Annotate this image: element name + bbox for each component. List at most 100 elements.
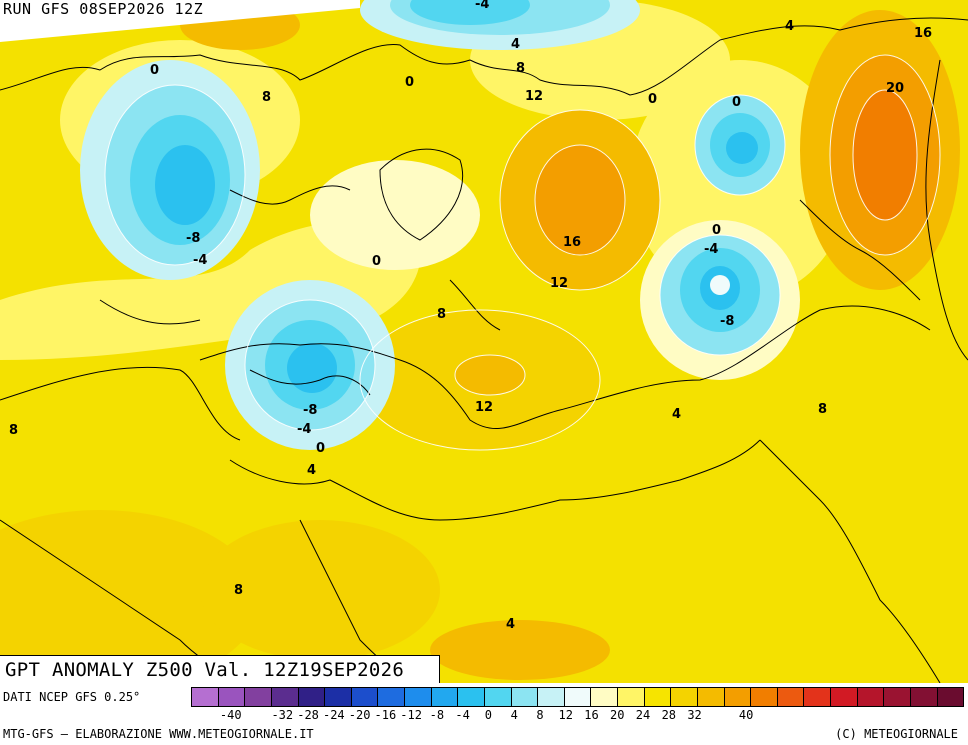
anomaly-map: -4 4 16 0 8 4 8 0 12 0 0 20 -8 -4 0 16 0…	[0, 0, 968, 683]
legend-swatch	[192, 688, 219, 706]
contour-label: 0	[712, 223, 721, 238]
positive-anomaly-middle-east	[0, 510, 260, 683]
legend-tick-label: -12	[400, 708, 422, 722]
legend-swatch	[831, 688, 858, 706]
positive-anomaly-siberia-core	[535, 145, 625, 255]
contour-label: -4	[297, 422, 311, 437]
legend-tick-label: 24	[635, 708, 651, 722]
contour-label: 8	[9, 423, 18, 438]
color-legend	[191, 687, 964, 707]
legend-tick-label: 16	[584, 708, 599, 722]
negative-anomaly-scandinavia-core	[155, 145, 215, 225]
legend-swatch	[724, 688, 752, 706]
legend-swatch	[218, 688, 246, 706]
negative-anomaly-baikal-center	[710, 275, 730, 295]
map-canvas: -4 4 16 0 8 4 8 0 12 0 0 20 -8 -4 0 16 0…	[0, 0, 968, 683]
contour-label: 4	[307, 463, 316, 478]
legend-swatch	[777, 688, 805, 706]
legend-swatch	[591, 688, 618, 706]
legend-tick-labels: -40 -32 -28 -24 -20 -16 -12 -8 -4 0 4 8 12 16 20 24 28 32…	[191, 708, 964, 722]
legend-tick-label: -20	[348, 708, 371, 722]
legend-swatch	[804, 688, 831, 706]
contour-label: -4	[475, 0, 489, 12]
legend-swatch	[751, 688, 778, 706]
contour-label: 0	[316, 441, 325, 456]
isolines	[104, 54, 941, 451]
contour-label: 16	[563, 235, 581, 250]
legend-tick-label: -28	[297, 708, 319, 722]
contour-label: 4	[511, 37, 520, 52]
legend-swatch	[564, 688, 592, 706]
legend-tick-label: 32	[687, 708, 702, 722]
contour-label: 12	[525, 89, 543, 104]
contour-label: 4	[672, 407, 681, 422]
legend-tick-label: -16	[374, 708, 397, 722]
legend-swatch	[298, 688, 326, 706]
legend-tick-label: -8	[429, 708, 445, 722]
contour-label: 8	[262, 90, 271, 105]
contour-label: 0	[648, 92, 657, 107]
footer-credit: MTG-GFS — ELABORAZIONE WWW.METEOGIORNALE…	[3, 727, 314, 741]
legend-swatch	[325, 688, 352, 706]
legend-tick-label: 20	[610, 708, 625, 722]
contour-label: -8	[720, 314, 734, 329]
legend-tick-label: 4	[510, 708, 518, 722]
legend-swatch	[271, 688, 299, 706]
legend-swatch	[910, 688, 938, 706]
legend-swatch	[405, 688, 432, 706]
positive-anomaly-far-east-core	[853, 90, 917, 220]
contour-label: 8	[234, 583, 243, 598]
negative-anomaly-okhotsk-core	[726, 132, 758, 164]
legend-swatch	[378, 688, 405, 706]
legend-swatch	[431, 688, 459, 706]
map-title: GPT ANOMALY Z500 Val. 12Z19SEP2026	[5, 659, 405, 681]
data-source: DATI NCEP GFS 0.25°	[3, 690, 141, 704]
contour-label: -8	[303, 403, 317, 418]
contour-label: 8	[516, 61, 525, 76]
contour-label: 16	[914, 26, 932, 41]
legend-swatch	[484, 688, 512, 706]
contour-label: 0	[405, 75, 414, 90]
legend-tick-label: -24	[322, 708, 345, 722]
contour-label: 4	[785, 19, 794, 34]
contour-label: -8	[186, 231, 200, 246]
legend-swatch	[937, 688, 964, 706]
legend-tick-label: -40	[219, 708, 242, 722]
legend-tick-label: 8	[536, 708, 544, 722]
legend-swatch	[618, 688, 645, 706]
legend-swatch	[697, 688, 725, 706]
positive-anomaly-india	[430, 620, 610, 680]
legend-swatch	[511, 688, 539, 706]
legend-swatch	[857, 688, 885, 706]
negative-anomaly-caspian-core	[287, 343, 337, 393]
positive-anomaly-iran	[200, 520, 440, 660]
run-label-background	[0, 0, 360, 42]
legend-tick-label: 12	[558, 708, 573, 722]
legend-swatch	[671, 688, 698, 706]
contour-label: 0	[732, 95, 741, 110]
contour-label: 12	[550, 276, 568, 291]
contour-label: 12	[475, 400, 493, 415]
legend-swatch	[538, 688, 565, 706]
contour-label: 0	[372, 254, 381, 269]
contour-label: -4	[704, 242, 718, 257]
legend-swatch	[884, 688, 911, 706]
pale-zone-north	[310, 160, 480, 270]
contour-labels: -4 4 16 0 8 4 8 0 12 0 0 20 -8 -4 0 16 0…	[9, 0, 932, 632]
contour-label: 8	[818, 402, 827, 417]
positive-anomaly-central-asia-core	[455, 355, 525, 395]
contour-label: 4	[506, 617, 515, 632]
title-box: GPT ANOMALY Z500 Val. 12Z19SEP2026	[0, 655, 440, 683]
negative-anomaly-arctic-mid	[410, 0, 530, 25]
coastlines	[0, 17, 968, 683]
legend-tick-label: 40	[738, 708, 754, 722]
contour-label: 8	[437, 307, 446, 322]
legend-swatch	[458, 688, 485, 706]
run-label: RUN GFS 08SEP2026 12Z	[3, 0, 204, 18]
legend-swatch	[644, 688, 672, 706]
contour-label: 0	[150, 63, 159, 78]
footer-copyright: (C) METEOGIORNALE	[835, 727, 958, 741]
legend-tick-label: 0	[484, 708, 493, 722]
contour-label: -4	[193, 253, 207, 268]
legend-tick-label: -32	[271, 708, 294, 722]
